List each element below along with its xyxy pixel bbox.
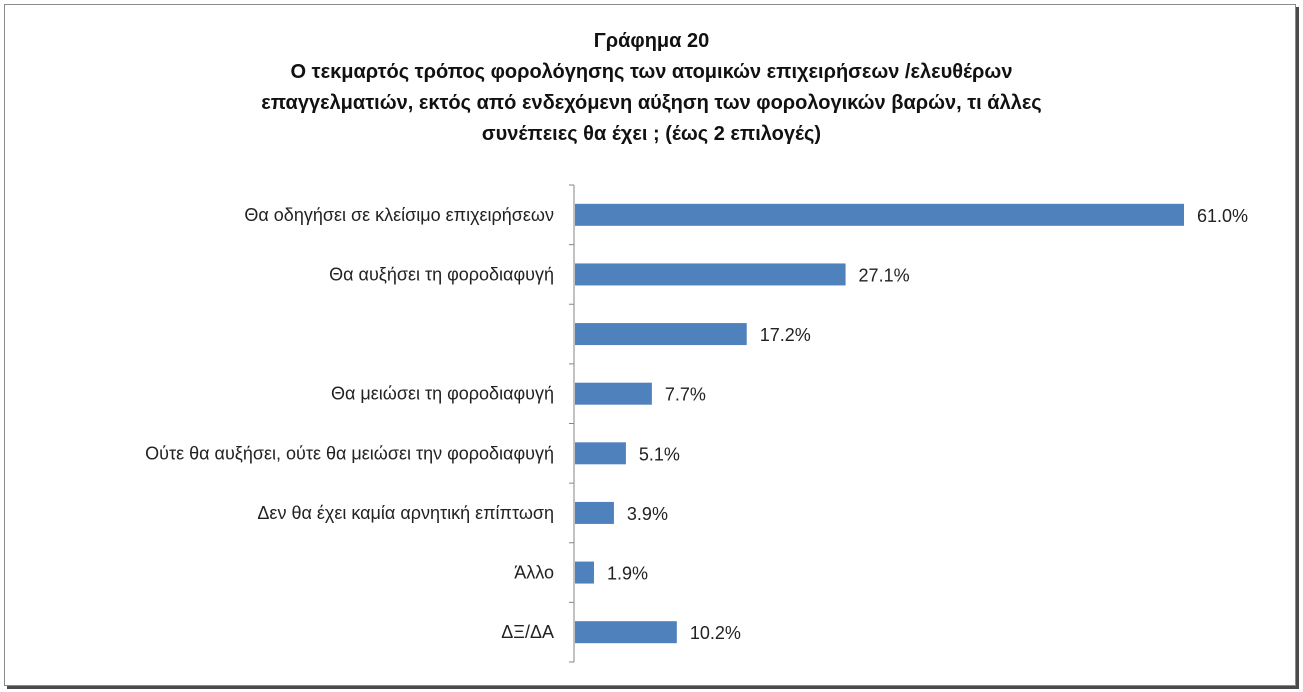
category-label: Θα οδηγήσει σε κλείσιμο επιχειρήσεων bbox=[244, 205, 554, 225]
data-label: 61.0% bbox=[1197, 206, 1248, 226]
category-label: Θα αυξήσει τη φοροδιαφυγή bbox=[329, 264, 554, 284]
bar bbox=[575, 323, 747, 346]
bar bbox=[575, 263, 846, 286]
bar bbox=[575, 203, 1184, 226]
data-label: 10.2% bbox=[690, 623, 741, 643]
data-label: 27.1% bbox=[859, 265, 910, 285]
data-label: 17.2% bbox=[760, 325, 811, 345]
chart-subtitle-line-1: Ο τεκμαρτός τρόπος φορολόγησης των ατομι… bbox=[290, 61, 1013, 83]
category-label: Δεν θα έχει καμία αρνητική επίπτωση bbox=[257, 503, 554, 523]
data-label: 3.9% bbox=[627, 504, 668, 524]
chart-subtitle-line-3: συνέπειες θα έχει ; (έως 2 επιλογές) bbox=[481, 123, 822, 145]
category-label: Ούτε θα αυξήσει, ούτε θα μειώσει την φορ… bbox=[145, 443, 554, 463]
chart-title-block: Γράφημα 20 Ο τεκμαρτός τρόπος φορολόγηση… bbox=[0, 26, 1303, 150]
category-label: Θα μειώσει τη φοροδιαφυγή bbox=[331, 384, 554, 404]
data-label: 1.9% bbox=[607, 564, 648, 584]
bar bbox=[575, 442, 626, 465]
category-label: ΔΞ/ΔΑ bbox=[501, 622, 554, 642]
chart-title: Γράφημα 20 bbox=[593, 30, 710, 52]
bar bbox=[575, 621, 677, 644]
bar bbox=[575, 382, 652, 405]
data-label: 5.1% bbox=[639, 444, 680, 464]
bar bbox=[575, 561, 594, 584]
category-label: Άλλο bbox=[514, 563, 554, 583]
data-label: 7.7% bbox=[665, 385, 706, 405]
chart-subtitle-line-2: επαγγελματιών, εκτός από ενδεχόμενη αύξη… bbox=[261, 92, 1042, 114]
bar bbox=[575, 501, 614, 524]
